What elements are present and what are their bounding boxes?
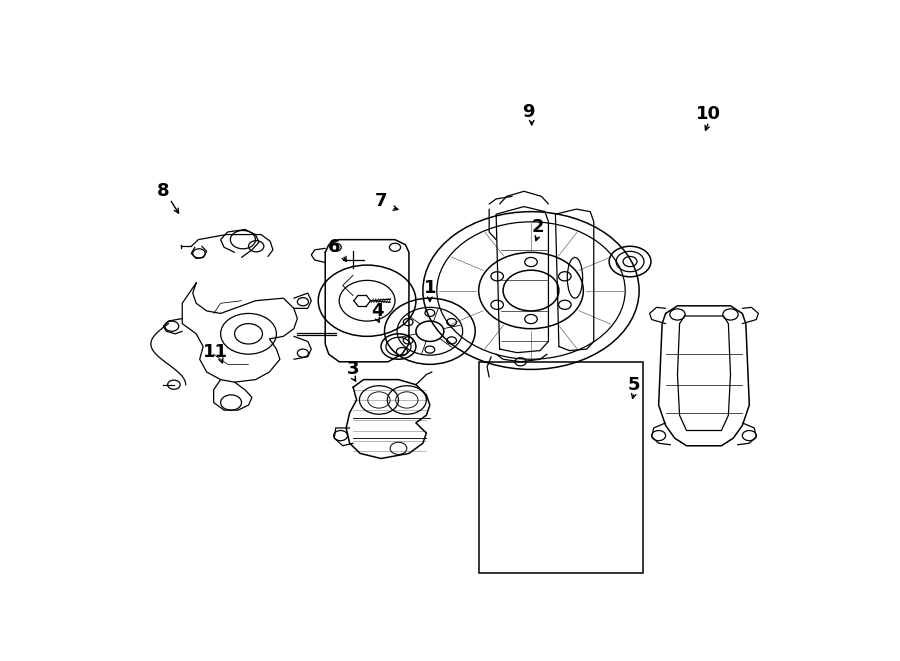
Text: 10: 10 bbox=[697, 105, 722, 123]
Text: 5: 5 bbox=[628, 375, 641, 394]
Text: 11: 11 bbox=[203, 342, 229, 361]
Text: 6: 6 bbox=[328, 238, 340, 256]
Text: 8: 8 bbox=[157, 182, 169, 200]
Text: 1: 1 bbox=[424, 279, 436, 297]
Bar bbox=[479, 362, 643, 573]
Text: 2: 2 bbox=[532, 218, 544, 236]
Text: 3: 3 bbox=[346, 360, 359, 379]
Text: 9: 9 bbox=[522, 103, 535, 122]
Text: 4: 4 bbox=[372, 302, 383, 320]
Text: 7: 7 bbox=[374, 192, 387, 210]
